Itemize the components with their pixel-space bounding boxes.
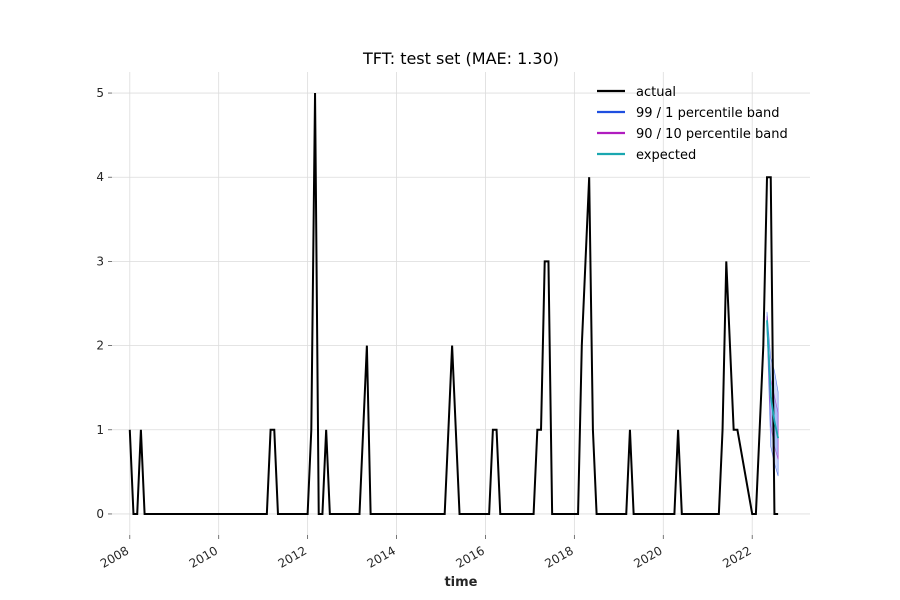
x-axis-ticks: 2008 2010 2012 2014 2016 2018 2020 2022 [98,535,754,571]
y-tick-label: 5 [96,86,104,100]
legend-label: actual [636,85,676,100]
x-tick-label: 2020 [631,543,664,570]
series-lines [128,93,780,515]
x-tick-label: 2018 [542,543,575,570]
y-axis-ticks: 0 1 2 3 4 5 [96,86,112,521]
x-tick-label: 2012 [276,543,309,570]
legend-label: expected [636,148,696,163]
series-line-expected [766,320,780,439]
y-tick-label: 2 [96,339,104,353]
legend-label: 90 / 10 percentile band [636,127,788,142]
series-line-actual [128,93,779,515]
chart-title: TFT: test set (MAE: 1.30) [362,49,559,68]
y-tick-label: 0 [96,507,104,521]
x-tick-label: 2010 [187,543,220,570]
x-tick-label: 2014 [365,543,398,570]
grid [112,72,810,535]
x-tick-label: 2016 [453,543,486,570]
x-tick-label: 2022 [720,543,753,570]
legend: actual 99 / 1 percentile band 90 / 10 perc… [597,85,788,163]
legend-label: 99 / 1 percentile band [636,106,779,121]
y-tick-label: 3 [96,254,104,268]
x-tick-label: 2008 [98,543,131,570]
y-tick-label: 4 [96,170,104,184]
y-tick-label: 1 [96,423,104,437]
x-axis-label: time [444,575,477,590]
